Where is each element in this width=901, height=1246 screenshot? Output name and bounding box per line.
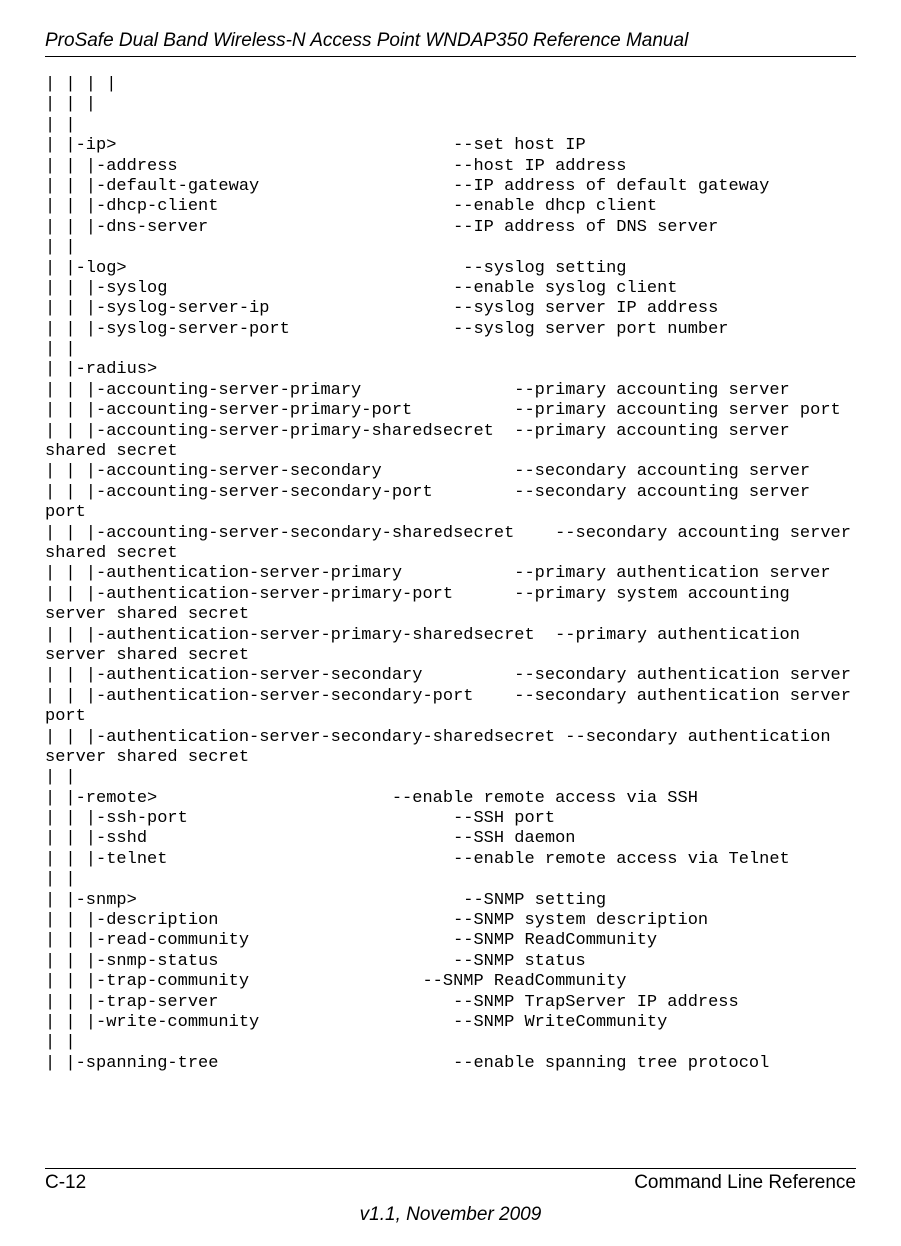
footer-rule — [45, 1168, 856, 1169]
version-line: v1.1, November 2009 — [45, 1204, 856, 1226]
document-title: ProSafe Dual Band Wireless-N Access Poin… — [45, 30, 856, 52]
manual-page: ProSafe Dual Band Wireless-N Access Poin… — [0, 0, 901, 1246]
section-title: Command Line Reference — [634, 1172, 856, 1194]
cli-tree: | | | | | | | | | | |-ip> --set host IP … — [45, 75, 856, 1154]
page-footer: C-12 Command Line Reference — [45, 1172, 856, 1194]
header-rule — [45, 56, 856, 57]
page-number: C-12 — [45, 1172, 86, 1194]
